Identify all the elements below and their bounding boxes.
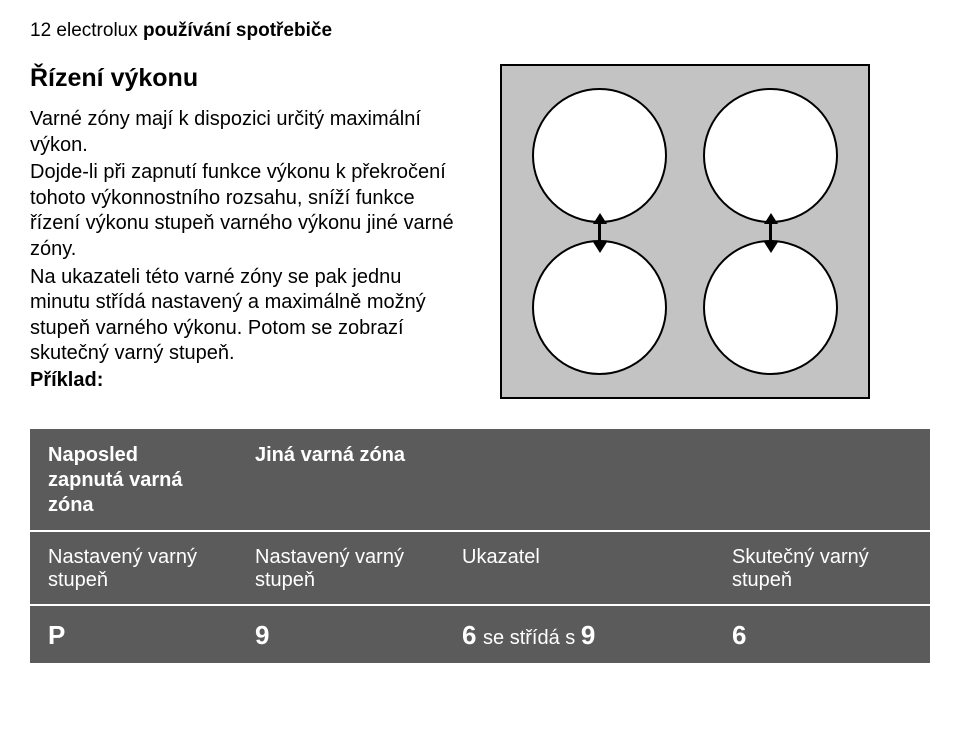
chapter-title: používání spotřebiče (143, 20, 332, 41)
zone-circle-top-right (703, 88, 838, 223)
val-6: 6 (714, 605, 930, 663)
table-header-row: Naposled zapnutá varná zóna Jiná varná z… (30, 429, 930, 531)
th-last-zone: Naposled zapnutá varná zóna (30, 429, 237, 531)
table-value-row: P 9 6 se střídá s 9 6 (30, 605, 930, 663)
paragraph-2: Dojde-li při zapnutí funkce výkonu k pře… (30, 160, 460, 262)
text-column: Řízení výkonu Varné zóny mají k dispozic… (30, 64, 460, 399)
example-label: Příklad: (30, 369, 460, 392)
content-row: Řízení výkonu Varné zóny mají k dispozic… (30, 64, 930, 399)
page-header: 12 electrolux používání spotřebiče (30, 20, 930, 42)
link-arrow-left (598, 222, 601, 244)
link-arrow-right (769, 222, 772, 244)
val-6a: 6 (462, 620, 477, 650)
th-other-zone: Jiná varná zóna (237, 429, 930, 531)
val-indicator: 6 se střídá s 9 (444, 605, 714, 663)
th-actual-level: Skutečný varný stupeň (714, 531, 930, 605)
th-indicator: Ukazatel (444, 531, 714, 605)
th-set-level-1: Nastavený varný stupeň (237, 531, 444, 605)
val-9b: 9 (581, 620, 596, 650)
val-9: 9 (237, 605, 444, 663)
zone-circle-top-left (532, 88, 667, 223)
section-title: Řízení výkonu (30, 64, 460, 93)
hob-diagram (500, 64, 870, 399)
diagram-column (500, 64, 870, 399)
zone-circle-bottom-right (703, 240, 838, 375)
example-table: Naposled zapnutá varná zóna Jiná varná z… (30, 429, 930, 663)
val-mid-text: se střídá s (477, 627, 580, 649)
th-set-level-0: Nastavený varný stupeň (30, 531, 237, 605)
paragraph-1: Varné zóny mají k dispozici určitý maxim… (30, 107, 460, 158)
page-number: 12 (30, 20, 51, 41)
val-P: P (30, 605, 237, 663)
paragraph-3: Na ukazateli této varné zóny se pak jedn… (30, 265, 460, 367)
table-subheader-row: Nastavený varný stupeň Nastavený varný s… (30, 531, 930, 605)
brand-name: electrolux (56, 20, 137, 41)
zone-circle-bottom-left (532, 240, 667, 375)
